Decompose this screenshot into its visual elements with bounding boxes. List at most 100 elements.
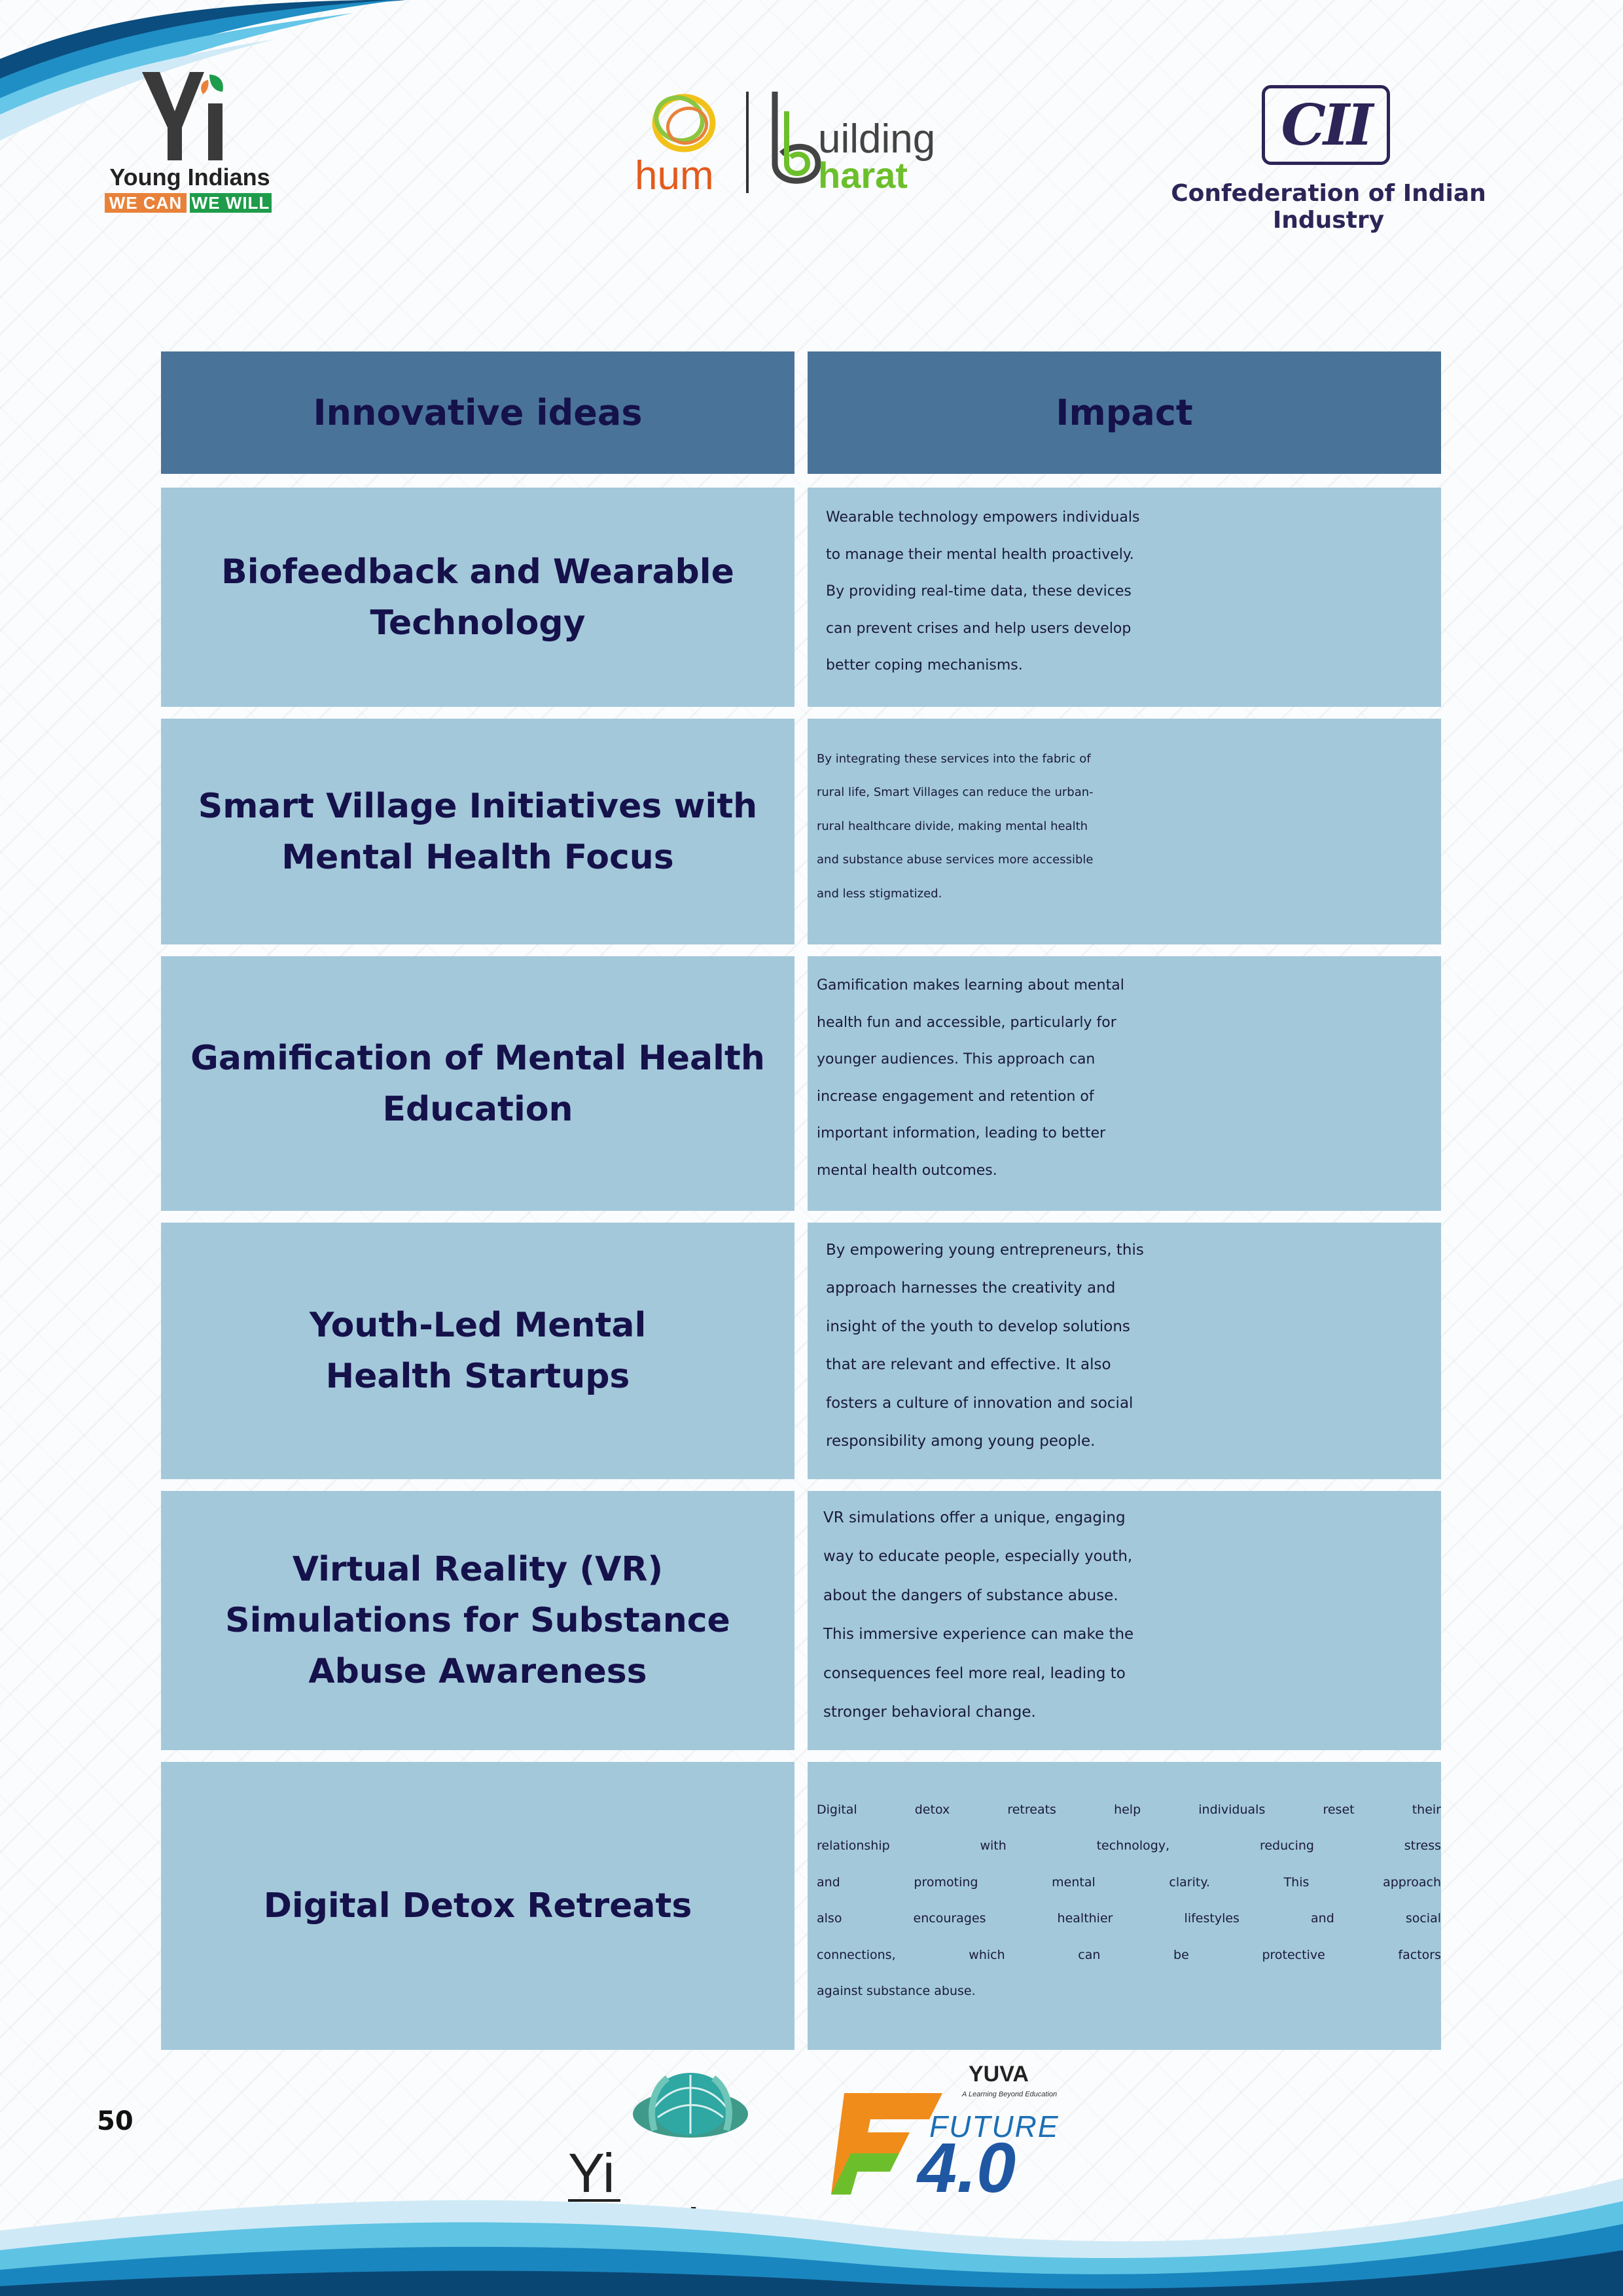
yi-tag-left: WE CAN <box>105 193 187 213</box>
idea-title-line: Youth-Led Mental <box>309 1306 647 1345</box>
idea-title: Biofeedback and Wearable Technology <box>202 547 754 649</box>
impact-line: This immersive experience can make the <box>823 1626 1134 1643</box>
impact-line: stronger behavioral change. <box>823 1704 1036 1721</box>
column-header-impact: Impact <box>1056 392 1193 433</box>
hum-flower-icon <box>652 94 716 152</box>
impact-line: Gamification makes learning about mental <box>817 977 1124 994</box>
impact-line: By integrating these services into the f… <box>817 751 1091 766</box>
future-version: 4.0 <box>918 2128 1016 2207</box>
impact-line: By empowering young entrepreneurs, this <box>826 1241 1144 1259</box>
impact-line: rural healthcare divide, making mental h… <box>817 819 1088 833</box>
yi-org-name: Young Indians <box>109 164 270 190</box>
yuva-wordmark: YUVA <box>969 2062 1029 2087</box>
idea-title-line: Digital Detox Retreats <box>263 1886 692 1926</box>
idea-cell: Smart Village Initiatives with Mental Hea… <box>161 719 794 944</box>
impact-line: increase engagement and retention of <box>817 1088 1094 1105</box>
idea-title-line: Education <box>382 1089 573 1129</box>
idea-cell: Digital Detox Retreats <box>161 1762 794 2050</box>
idea-title: Youth-Led Mental Health Startups <box>290 1300 666 1402</box>
cii-mark: CII <box>1262 85 1390 165</box>
impact-cell: Digital detox retreats help individuals … <box>808 1762 1441 2050</box>
impact-line: and substance abuse services more access… <box>817 853 1094 867</box>
impact-line: can prevent crises and help users develo… <box>826 620 1132 637</box>
impact-line: responsibility among young people. <box>826 1433 1096 1450</box>
impact-line: By providing real-time data, these devic… <box>826 583 1132 600</box>
idea-title-line: Smart Village Initiatives with <box>198 786 758 826</box>
header-cell-ideas: Innovative ideas <box>161 351 794 474</box>
table-row: Digital Detox Retreats Digital detox retr… <box>161 1762 1441 2050</box>
impact-line: Wearable technology empowers individuals <box>826 509 1140 526</box>
impact-line: Digital detox retreats help individuals … <box>817 1802 1441 1817</box>
idea-title-line: Biofeedback and Wearable <box>221 552 734 592</box>
logo-divider <box>746 92 749 193</box>
idea-title-line: Gamification of Mental Health <box>190 1038 765 1078</box>
impact-line: better coping mechanisms. <box>826 657 1023 674</box>
page-number: 50 <box>97 2106 134 2136</box>
idea-cell: Biofeedback and Wearable Technology <box>161 488 794 707</box>
header-cell-impact: Impact <box>808 351 1441 474</box>
impact-cell: Gamification makes learning about mental… <box>808 956 1441 1211</box>
impact-cell: VR simulations offer a unique, engaging w… <box>808 1491 1441 1750</box>
table-row: Biofeedback and Wearable Technology Wearab… <box>161 488 1441 707</box>
impact-line: to manage their mental health proactivel… <box>826 546 1134 563</box>
impact-line: relationship with technology, reducing s… <box>817 1839 1441 1853</box>
impact-line: approach harnesses the creativity and <box>826 1280 1116 1297</box>
yi-underline <box>568 2199 620 2202</box>
idea-title-line: Health Startups <box>325 1357 630 1396</box>
impact-text: By empowering young entrepreneurs, this a… <box>826 1231 1441 1461</box>
impact-line: also encourages healthier lifestyles and… <box>817 1911 1441 1926</box>
idea-cell: Youth-Led Mental Health Startups <box>161 1223 794 1479</box>
top-left-swoosh <box>0 0 406 141</box>
idea-title-line: Simulations for Substance <box>225 1601 730 1640</box>
idea-title: Smart Village Initiatives with Mental Hea… <box>179 781 777 883</box>
impact-line: and promoting mental clarity. This appro… <box>817 1874 1441 1890</box>
impact-line: way to educate people, especially youth, <box>823 1548 1133 1565</box>
cii-org-name: Confederation of Indian Industry <box>1171 180 1486 234</box>
future-f-icon <box>831 2093 942 2195</box>
idea-title: Gamification of Mental Health Education <box>171 1033 785 1135</box>
idea-title-line: Mental Health Focus <box>281 837 674 877</box>
impact-line: rural life, Smart Villages can reduce th… <box>817 785 1094 800</box>
impact-text: By integrating these services into the f… <box>817 742 1441 911</box>
idea-title: Digital Detox Retreats <box>244 1880 712 1931</box>
yi-tagline: WE CAN WE WILL <box>105 193 275 213</box>
table-row: Gamification of Mental Health Education Ga… <box>161 956 1441 1211</box>
building-wordmark: uilding <box>818 117 936 162</box>
table-row: Virtual Reality (VR) Simulations for Subs… <box>161 1491 1441 1750</box>
impact-cell: By integrating these services into the f… <box>808 719 1441 944</box>
impact-line: insight of the youth to develop solution… <box>826 1318 1130 1335</box>
impact-line: connections, which can be protective fac… <box>817 1947 1441 1962</box>
impact-cell: Wearable technology empowers individuals… <box>808 488 1441 707</box>
impact-line: VR simulations offer a unique, engaging <box>823 1509 1126 1526</box>
impact-line: health fun and accessible, particularly … <box>817 1014 1116 1031</box>
future-4-logo: YUVA A Learning Beyond Education FUTURE … <box>831 2062 1067 2203</box>
yuva-tagline: A Learning Beyond Education <box>962 2090 1058 2098</box>
young-indians-logo: Young Indians WE CAN WE WILL <box>98 72 275 216</box>
impact-line: fosters a culture of innovation and soci… <box>826 1394 1133 1412</box>
bottom-wave <box>0 2178 1623 2296</box>
impact-text: Digital detox retreats help individuals … <box>817 1792 1441 2010</box>
impact-line: that are relevant and effective. It also <box>826 1356 1111 1373</box>
impact-line: younger audiences. This approach can <box>817 1051 1096 1067</box>
idea-title: Virtual Reality (VR) Simulations for Subs… <box>205 1544 750 1697</box>
table-row: Youth-Led Mental Health Startups By empowe… <box>161 1223 1441 1479</box>
column-header-ideas: Innovative ideas <box>313 392 643 433</box>
idea-title-line: Virtual Reality (VR) <box>292 1550 664 1589</box>
bharat-wordmark: harat <box>818 154 908 196</box>
future-wordmark: FUTURE <box>929 2109 1060 2144</box>
table-header-row: Innovative ideas Impact <box>161 351 1441 474</box>
hum-building-bharat-logo: hum uilding harat <box>628 85 995 196</box>
idea-cell: Virtual Reality (VR) Simulations for Subs… <box>161 1491 794 1750</box>
hum-wordmark: hum <box>635 153 714 198</box>
impact-text: Wearable technology empowers individuals… <box>826 499 1441 685</box>
yi-tag-right: WE WILL <box>190 193 272 213</box>
building-bharat-b-icon <box>772 92 821 184</box>
idea-title-line: Abuse Awareness <box>308 1652 647 1691</box>
yi-mark-icon <box>142 72 223 160</box>
cii-mark-text: CII <box>1281 92 1374 158</box>
impact-cell: By empowering young entrepreneurs, this a… <box>808 1223 1441 1479</box>
idea-title-line: Technology <box>370 603 586 643</box>
table-row: Smart Village Initiatives with Mental Hea… <box>161 719 1441 944</box>
idea-cell: Gamification of Mental Health Education <box>161 956 794 1211</box>
impact-line: and less stigmatized. <box>817 886 942 901</box>
